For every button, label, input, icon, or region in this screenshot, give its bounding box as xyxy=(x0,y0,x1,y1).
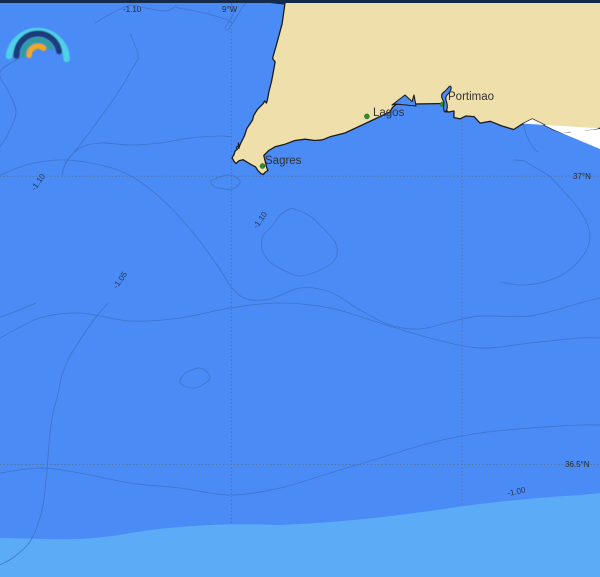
svg-text:36.5°N: 36.5°N xyxy=(565,460,590,469)
svg-text:Sagres: Sagres xyxy=(265,155,302,167)
svg-text:-1.10: -1.10 xyxy=(29,172,47,193)
svg-text:-1.00: -1.00 xyxy=(507,485,527,498)
svg-text:Portimao: Portimao xyxy=(448,91,494,103)
svg-text:37°N: 37°N xyxy=(573,172,591,181)
svg-text:-1.05: -1.05 xyxy=(111,270,129,291)
svg-text:Lagos: Lagos xyxy=(373,107,405,119)
svg-text:9°W: 9°W xyxy=(222,5,238,14)
svg-text:-1.10: -1.10 xyxy=(251,210,269,231)
